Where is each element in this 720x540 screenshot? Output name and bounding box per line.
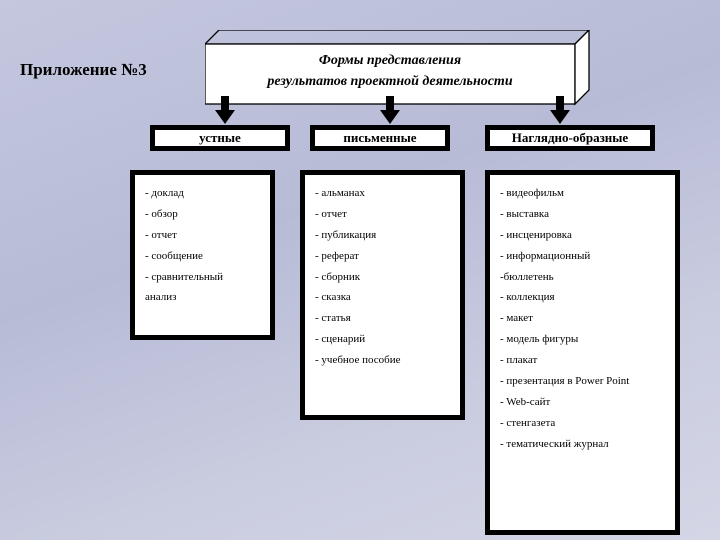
- header-line2: результатов проектной деятельности: [205, 71, 575, 92]
- list-item: - отчет: [315, 204, 450, 225]
- column-label-3-text: Наглядно-образные: [512, 130, 628, 146]
- list-item: - модель фигуры: [500, 329, 665, 350]
- list-item: - сравнительный: [145, 267, 260, 288]
- list-box-2: - альманах- отчет- публикация- реферат- …: [300, 170, 465, 420]
- list-item: - учебное пособие: [315, 350, 450, 371]
- column-label-2: письменные: [310, 125, 450, 151]
- list-item: - коллекция: [500, 287, 665, 308]
- list-item: - сборник: [315, 267, 450, 288]
- list-item: - публикация: [315, 225, 450, 246]
- list-item: - тематический журнал: [500, 434, 665, 455]
- list-item: - доклад: [145, 183, 260, 204]
- column-label-2-text: письменные: [343, 130, 416, 146]
- list-item: - информационный: [500, 246, 665, 267]
- list-item: - отчет: [145, 225, 260, 246]
- list-item: - обзор: [145, 204, 260, 225]
- list-item: - видеофильм: [500, 183, 665, 204]
- list-item: - статья: [315, 308, 450, 329]
- list-item: - реферат: [315, 246, 450, 267]
- list-item: - инсценировка: [500, 225, 665, 246]
- list-item: - альманах: [315, 183, 450, 204]
- list-item: - Web-сайт: [500, 392, 665, 413]
- list-item: анализ: [145, 287, 260, 308]
- list-box-1: - доклад- обзор- отчет- сообщение- сравн…: [130, 170, 275, 340]
- list-box-3: - видеофильм- выставка- инсценировка- ин…: [485, 170, 680, 535]
- column-label-1: устные: [150, 125, 290, 151]
- column-label-1-text: устные: [199, 130, 241, 146]
- list-item: - презентация в Power Point: [500, 371, 665, 392]
- list-item: - сказка: [315, 287, 450, 308]
- list-item: - макет: [500, 308, 665, 329]
- list-item: - сообщение: [145, 246, 260, 267]
- page-title: Приложение №3: [20, 60, 147, 80]
- list-item: - сценарий: [315, 329, 450, 350]
- column-label-3: Наглядно-образные: [485, 125, 655, 151]
- list-item: - стенгазета: [500, 413, 665, 434]
- list-item: - плакат: [500, 350, 665, 371]
- list-item: -бюллетень: [500, 267, 665, 288]
- list-item: - выставка: [500, 204, 665, 225]
- header-line1: Формы представления: [205, 50, 575, 71]
